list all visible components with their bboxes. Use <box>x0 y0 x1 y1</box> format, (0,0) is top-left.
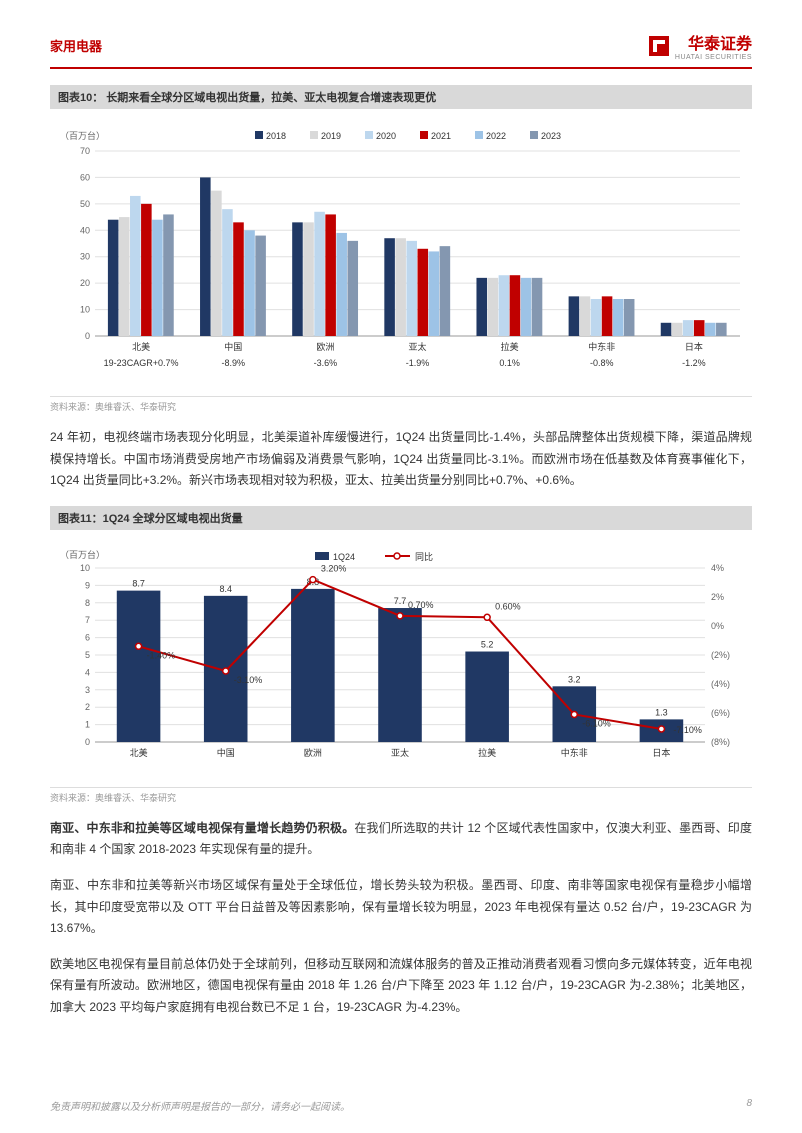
svg-text:3: 3 <box>85 685 90 695</box>
svg-text:2022: 2022 <box>486 131 506 141</box>
svg-text:70: 70 <box>80 146 90 156</box>
heading-1: 南亚、中东非和拉美等区域电视保有量增长趋势仍积极。 <box>50 821 354 835</box>
svg-text:2%: 2% <box>711 592 724 602</box>
chart10-svg: （百万台） 0 10 20 30 40 50 60 70 北美 19-23CAGR+0.7% 中国 -8… <box>50 121 750 381</box>
chart11-source: 资料来源：奥维睿沃、华泰研究 <box>50 787 752 804</box>
paragraph-3: 南亚、中东非和拉美等新兴市场区域保有量处于全球低位，增长势头较为积极。墨西哥、印… <box>50 875 752 940</box>
svg-text:-0.8%: -0.8% <box>590 358 614 368</box>
svg-text:2: 2 <box>85 702 90 712</box>
svg-text:-8.9%: -8.9% <box>221 358 245 368</box>
page-number: 8 <box>746 1098 752 1113</box>
svg-text:(2%): (2%) <box>711 650 730 660</box>
category-label: 家用电器 <box>50 36 102 55</box>
svg-text:8: 8 <box>85 598 90 608</box>
svg-text:日本: 日本 <box>652 747 670 758</box>
svg-text:0.1%: 0.1% <box>499 358 520 368</box>
svg-text:中东非: 中东非 <box>588 341 615 352</box>
svg-text:中东非: 中东非 <box>561 747 588 758</box>
svg-text:(8%): (8%) <box>711 737 730 747</box>
svg-text:1.3: 1.3 <box>655 707 668 717</box>
company-logo: 华泰证券 HUATAI SECURITIES <box>647 30 752 61</box>
paragraph-2-block: 南亚、中东非和拉美等区域电视保有量增长趋势仍积极。在我们所选取的共计 12 个区… <box>50 818 752 861</box>
svg-text:40: 40 <box>80 225 90 235</box>
svg-text:5.2: 5.2 <box>481 639 494 649</box>
svg-text:2023: 2023 <box>541 131 561 141</box>
chart11-svg: （百万台） 0 1 2 3 4 5 6 7 8 9 10 4% 2% 0% (2%) (4%) (6%) (8%) 8… <box>50 542 750 772</box>
paragraph-4: 欧美地区电视保有量目前总体仍处于全球前列，但移动互联网和流媒体服务的普及正推动消… <box>50 954 752 1019</box>
svg-text:0.70%: 0.70% <box>408 600 434 610</box>
svg-text:2019: 2019 <box>321 131 341 141</box>
svg-text:4%: 4% <box>711 563 724 573</box>
page-footer: 免责声明和披露以及分析师声明是报告的一部分，请务必一起阅读。 8 <box>50 1098 752 1113</box>
svg-text:（百万台）: （百万台） <box>60 549 105 560</box>
svg-text:0%: 0% <box>711 621 724 631</box>
svg-text:2018: 2018 <box>266 131 286 141</box>
svg-text:10: 10 <box>80 305 90 315</box>
svg-text:6: 6 <box>85 632 90 642</box>
svg-text:拉美: 拉美 <box>501 341 519 352</box>
svg-text:4: 4 <box>85 667 90 677</box>
chart10-source: 资料来源：奥维睿沃、华泰研究 <box>50 396 752 413</box>
svg-text:-1.9%: -1.9% <box>406 358 430 368</box>
svg-text:-1.40%: -1.40% <box>147 650 176 660</box>
svg-text:拉美: 拉美 <box>478 747 496 758</box>
svg-text:日本: 日本 <box>685 341 703 352</box>
chart11-title: 图表11：1Q24 全球分区域电视出货量 <box>50 506 752 530</box>
page-header: 家用电器 华泰证券 HUATAI SECURITIES <box>50 30 752 69</box>
svg-text:-3.10%: -3.10% <box>234 675 263 685</box>
svg-text:中国: 中国 <box>217 747 235 758</box>
svg-text:30: 30 <box>80 252 90 262</box>
chart10-title: 图表10： 长期来看全球分区域电视出货量，拉美、亚太电视复合增速表现更优 <box>50 85 752 109</box>
svg-text:中国: 中国 <box>224 341 242 352</box>
svg-text:北美: 北美 <box>132 341 150 352</box>
disclaimer: 免责声明和披露以及分析师声明是报告的一部分，请务必一起阅读。 <box>50 1098 350 1113</box>
svg-text:1Q24: 1Q24 <box>333 552 355 562</box>
svg-text:-7.10%: -7.10% <box>673 725 702 735</box>
svg-text:3.2: 3.2 <box>568 674 581 684</box>
huatai-logo-icon <box>647 34 671 58</box>
chart10-container: （百万台） 0 10 20 30 40 50 60 70 北美 19-23CAGR+0.7% 中国 -8… <box>50 113 752 392</box>
svg-text:-3.6%: -3.6% <box>314 358 338 368</box>
svg-text:-1.2%: -1.2% <box>682 358 706 368</box>
svg-text:8.7: 8.7 <box>132 578 145 588</box>
svg-text:3.20%: 3.20% <box>321 563 347 573</box>
svg-text:(4%): (4%) <box>711 679 730 689</box>
svg-text:2021: 2021 <box>431 131 451 141</box>
svg-text:10: 10 <box>80 563 90 573</box>
svg-text:欧洲: 欧洲 <box>304 747 322 758</box>
svg-text:0: 0 <box>85 737 90 747</box>
svg-text:7: 7 <box>85 615 90 625</box>
svg-text:19-23CAGR+0.7%: 19-23CAGR+0.7% <box>104 358 179 368</box>
svg-text:20: 20 <box>80 278 90 288</box>
svg-text:欧洲: 欧洲 <box>316 341 334 352</box>
svg-text:-6.10%: -6.10% <box>582 718 611 728</box>
svg-text:60: 60 <box>80 172 90 182</box>
svg-text:7.7: 7.7 <box>394 596 407 606</box>
svg-text:亚太: 亚太 <box>408 341 426 352</box>
svg-text:2020: 2020 <box>376 131 396 141</box>
svg-text:北美: 北美 <box>130 747 148 758</box>
paragraph-1: 24 年初，电视终端市场表现分化明显，北美渠道补库缓慢进行，1Q24 出货量同比… <box>50 427 752 492</box>
svg-text:0: 0 <box>85 331 90 341</box>
svg-text:5: 5 <box>85 650 90 660</box>
svg-text:1: 1 <box>85 719 90 729</box>
svg-text:（百万台）: （百万台） <box>60 130 105 141</box>
svg-text:0.60%: 0.60% <box>495 601 521 611</box>
svg-text:8.4: 8.4 <box>219 584 232 594</box>
svg-text:同比: 同比 <box>415 551 433 562</box>
company-name: 华泰证券 <box>675 30 752 54</box>
chart11-container: （百万台） 0 1 2 3 4 5 6 7 8 9 10 4% 2% 0% (2%) (4%) (6%) (8%) 8… <box>50 534 752 783</box>
svg-text:50: 50 <box>80 199 90 209</box>
svg-text:亚太: 亚太 <box>391 747 409 758</box>
svg-text:9: 9 <box>85 580 90 590</box>
company-name-en: HUATAI SECURITIES <box>675 54 752 61</box>
svg-text:(6%): (6%) <box>711 708 730 718</box>
